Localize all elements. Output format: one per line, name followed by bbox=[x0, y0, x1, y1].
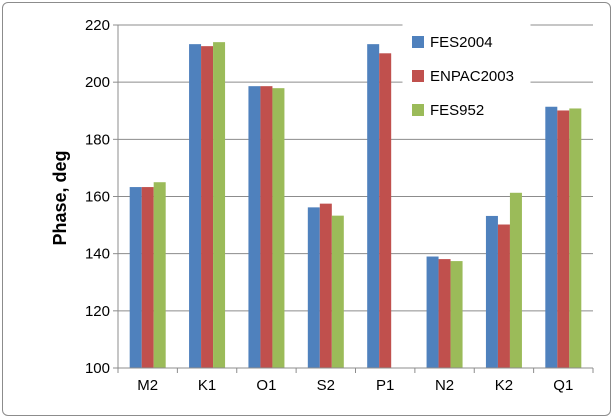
bar-enpac2003-k1 bbox=[201, 46, 214, 368]
legend-label-fes952: FES952 bbox=[430, 102, 484, 119]
bar-fes2004-k1 bbox=[189, 44, 202, 369]
y-tick-label: 140 bbox=[85, 246, 110, 263]
x-tick-label: O1 bbox=[256, 377, 276, 394]
bar-enpac2003-p1 bbox=[379, 53, 392, 369]
bar-fes2004-q1 bbox=[545, 106, 558, 368]
x-tick-label: K2 bbox=[495, 377, 513, 394]
y-tick-labels: 100 120 140 160 180 200 220 bbox=[85, 17, 110, 377]
bar-enpac2003-k2 bbox=[497, 224, 510, 368]
bar-enpac2003-q1 bbox=[557, 110, 570, 368]
bar-fes2004-s2 bbox=[307, 207, 320, 368]
bar-fes2004-m2 bbox=[129, 187, 142, 368]
y-tick-label: 220 bbox=[85, 17, 110, 34]
bars bbox=[129, 42, 582, 369]
bar-fes952-s2 bbox=[331, 215, 344, 368]
bar-fes952-n2 bbox=[450, 261, 463, 368]
y-tick-label: 120 bbox=[85, 303, 110, 320]
bar-fes952-o1 bbox=[272, 88, 285, 369]
y-tick-label: 200 bbox=[85, 74, 110, 91]
y-tick-label: 100 bbox=[85, 360, 110, 377]
bar-fes2004-n2 bbox=[426, 256, 439, 368]
x-tick-label: N2 bbox=[435, 377, 454, 394]
x-tick-label: P1 bbox=[376, 377, 394, 394]
bar-fes952-m2 bbox=[153, 182, 166, 368]
x-tick-label: Q1 bbox=[553, 377, 573, 394]
legend-label-fes2004: FES2004 bbox=[430, 34, 493, 51]
x-tick-label: M2 bbox=[137, 377, 158, 394]
y-axis-title: Phase, deg bbox=[50, 150, 70, 245]
bar-fes952-k2 bbox=[509, 192, 522, 368]
legend-swatch-fes952 bbox=[412, 104, 424, 116]
x-tick-label: S2 bbox=[317, 377, 335, 394]
x-tick-label: K1 bbox=[198, 377, 216, 394]
y-tick-label: 180 bbox=[85, 131, 110, 148]
bar-fes952-q1 bbox=[569, 108, 582, 369]
axes bbox=[117, 25, 594, 373]
legend-label-enpac2003: ENPAC2003 bbox=[430, 68, 514, 85]
bar-fes2004-k2 bbox=[485, 215, 498, 368]
bar-fes2004-p1 bbox=[367, 44, 380, 369]
x-tick-labels: M2 K1 O1 S2 P1 N2 K2 Q1 bbox=[137, 377, 573, 394]
legend-box bbox=[402, 24, 531, 131]
bar-enpac2003-n2 bbox=[438, 259, 451, 368]
legend: FES2004 ENPAC2003 FES952 bbox=[402, 24, 531, 131]
bar-enpac2003-m2 bbox=[141, 187, 154, 368]
bar-fes2004-o1 bbox=[248, 86, 261, 368]
bar-enpac2003-s2 bbox=[319, 203, 332, 368]
bar-enpac2003-o1 bbox=[260, 86, 273, 368]
bar-fes952-k1 bbox=[213, 42, 226, 369]
legend-swatch-enpac2003 bbox=[412, 70, 424, 82]
legend-swatch-fes2004 bbox=[412, 36, 424, 48]
y-tick-label: 160 bbox=[85, 189, 110, 206]
